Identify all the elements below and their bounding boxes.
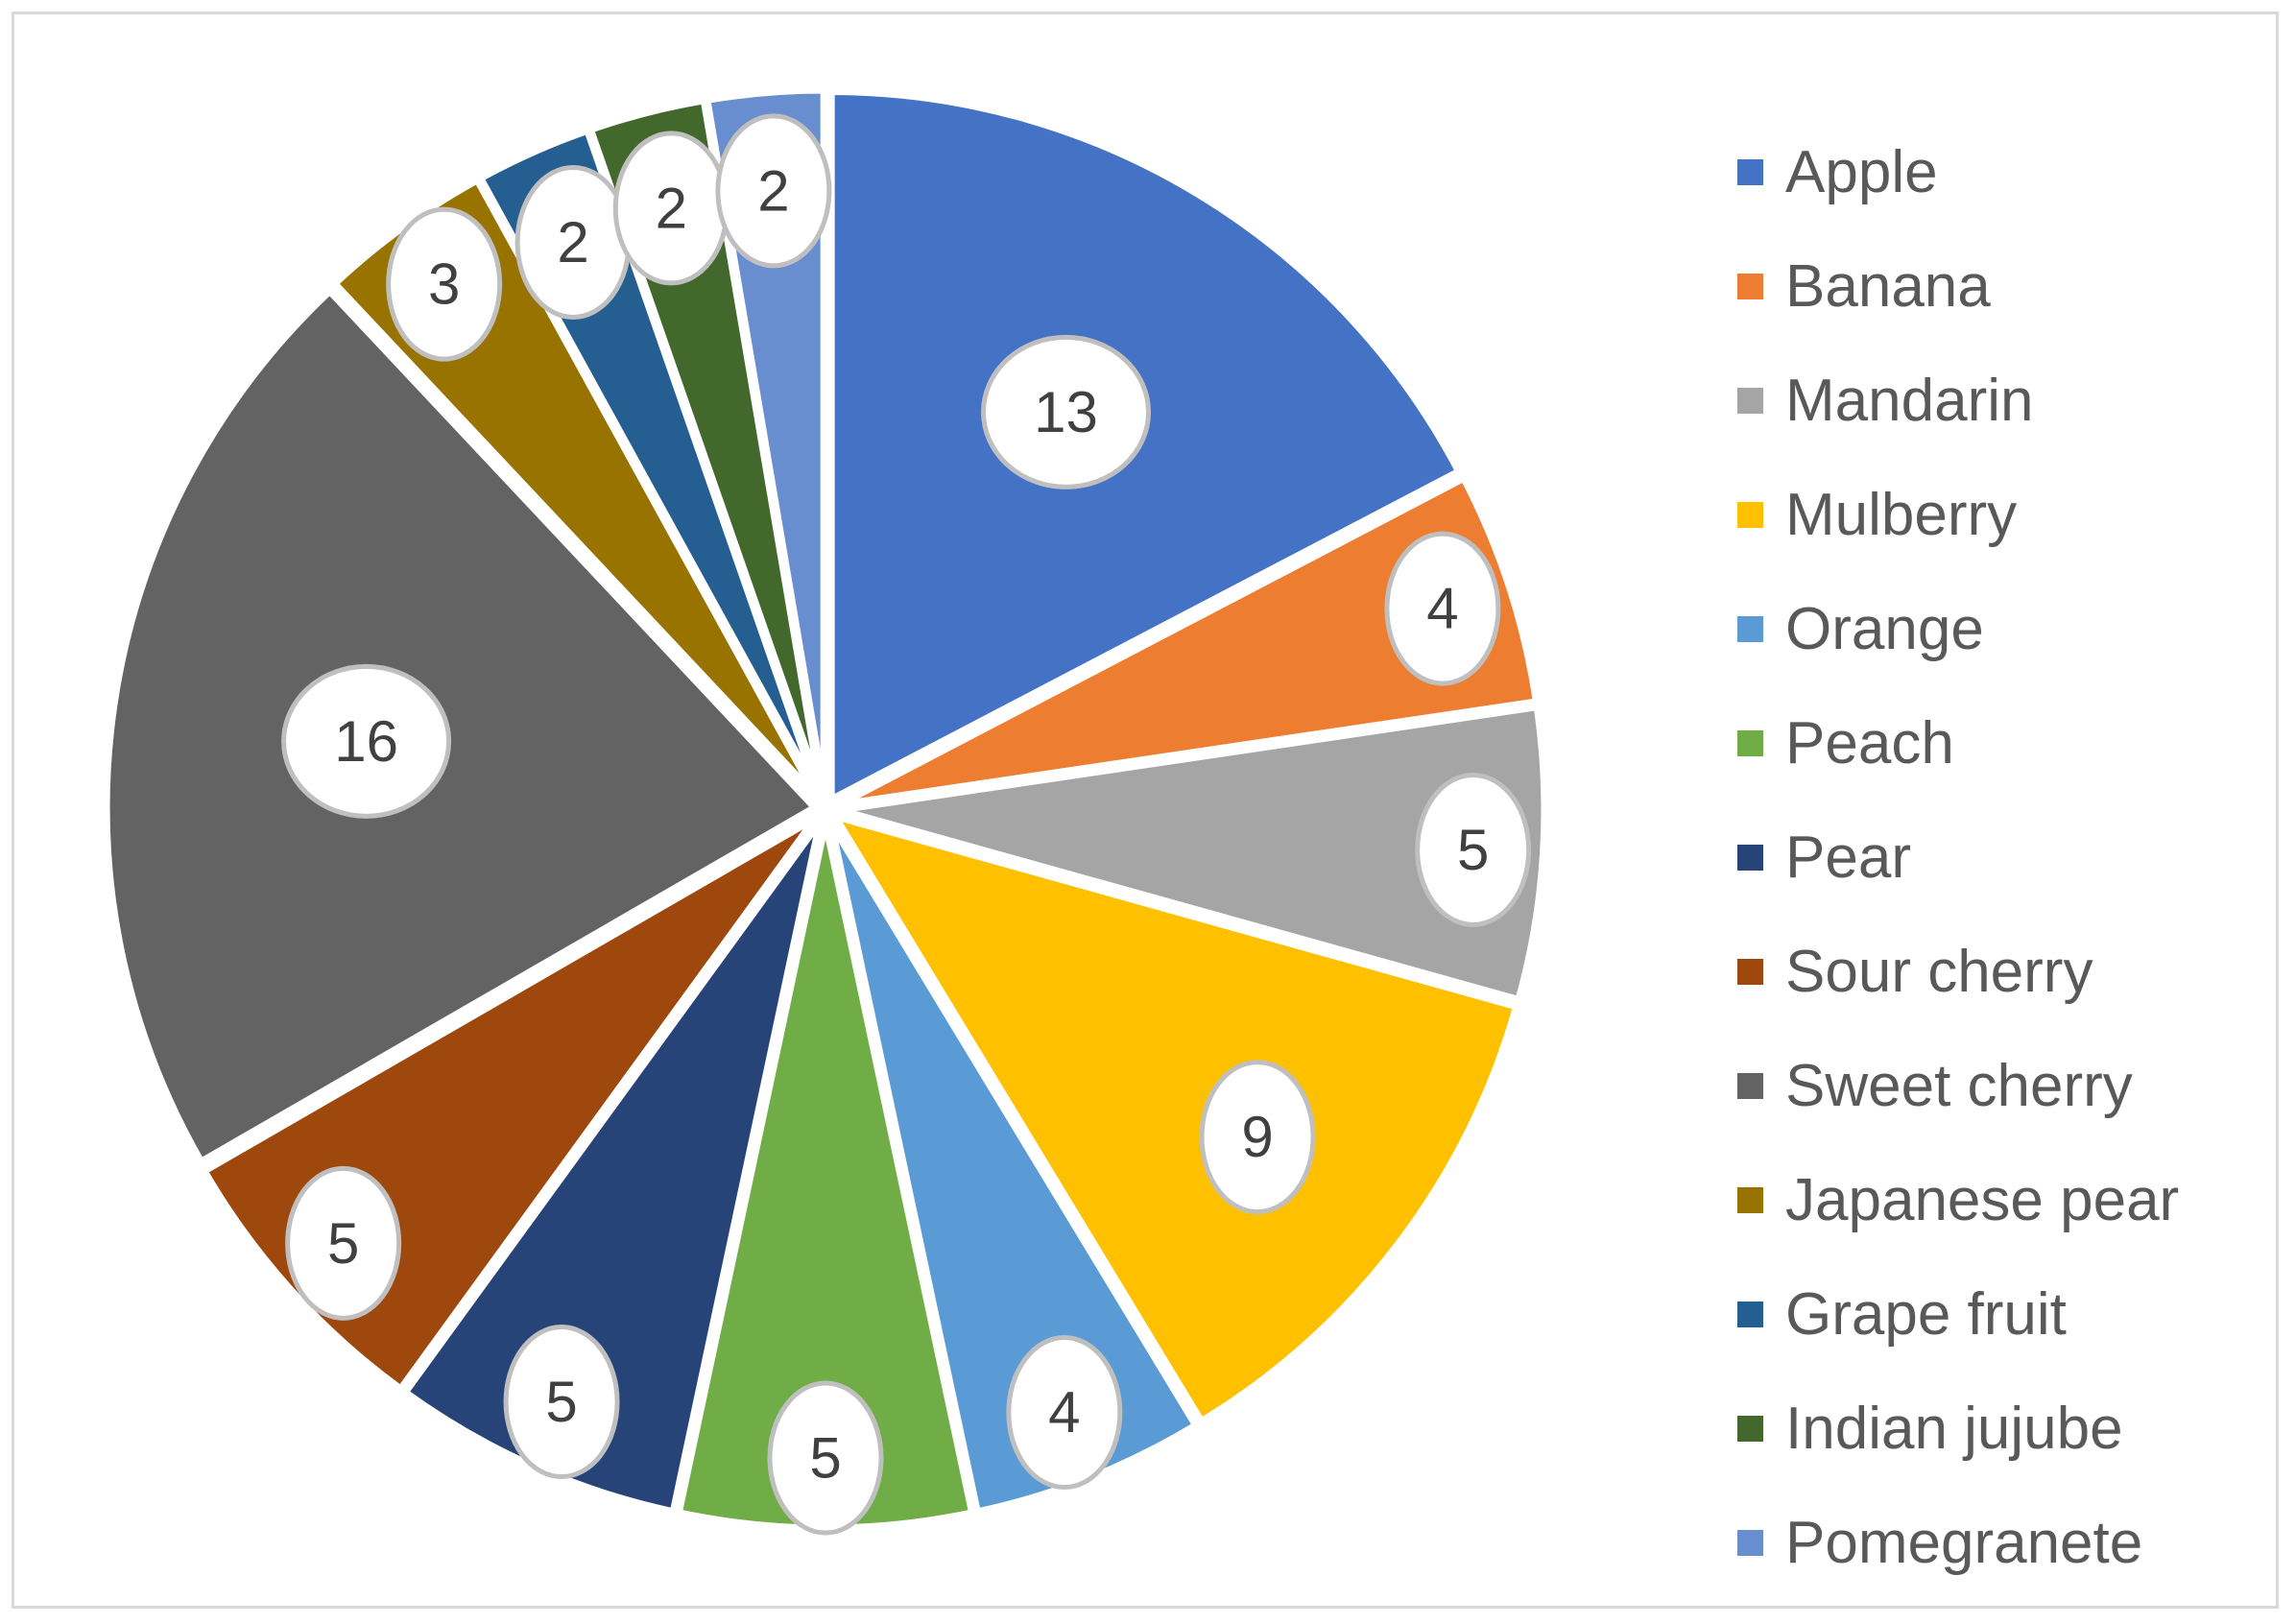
- data-label-value: 9: [1241, 1105, 1273, 1169]
- legend-label: Indian jujube: [1785, 1395, 2123, 1462]
- data-label-bubble: [281, 663, 452, 819]
- legend-label: Peach: [1785, 709, 1954, 776]
- data-label-value: 4: [1048, 1380, 1080, 1445]
- legend-swatch: [1737, 502, 1763, 528]
- data-label-bubble: [285, 1165, 402, 1321]
- data-label-sweet-cherry: 16: [281, 663, 452, 819]
- data-label-sour-cherry: 5: [285, 1165, 402, 1321]
- pie-slice-banana: [830, 472, 1543, 811]
- legend-label: Orange: [1785, 595, 1984, 662]
- data-label-value: 13: [1034, 380, 1098, 444]
- legend-swatch: [1737, 1416, 1763, 1442]
- data-label-bubble: [1415, 772, 1532, 927]
- legend-item-grape-fruit: Grape fruit: [1737, 1257, 2179, 1372]
- legend-item-mulberry: Mulberry: [1737, 458, 2179, 572]
- legend-label: Mandarin: [1785, 367, 2034, 434]
- legend-swatch: [1737, 388, 1763, 414]
- legend-swatch: [1737, 959, 1763, 985]
- legend-swatch: [1737, 1073, 1763, 1099]
- data-label-pear: 5: [503, 1325, 620, 1480]
- legend-item-sweet-cherry: Sweet cherry: [1737, 1029, 2179, 1143]
- legend-item-banana: Banana: [1737, 229, 2179, 344]
- data-label-bubble: [386, 206, 503, 362]
- legend-label: Banana: [1785, 252, 1991, 320]
- data-label-japanese-pear: 3: [386, 206, 503, 362]
- legend-swatch: [1737, 274, 1763, 299]
- data-label-value: 2: [557, 210, 588, 275]
- data-label-bubble: [1006, 1335, 1123, 1491]
- legend-item-mandarin: Mandarin: [1737, 344, 2179, 458]
- legend-item-apple: Apple: [1737, 115, 2179, 229]
- legend-label: Sour cherry: [1785, 938, 2093, 1005]
- legend-label: Apple: [1785, 138, 1938, 205]
- data-label-value: 5: [809, 1426, 841, 1491]
- data-label-bubble: [767, 1380, 884, 1536]
- chart-area: 13 4 5 9 4 5 5 5 16 3 2 2 2 Apple Banana Mandarin Mulbe…: [12, 12, 2279, 1609]
- data-label-bubble: [981, 334, 1152, 490]
- legend-swatch: [1737, 845, 1763, 871]
- legend-label: Mulberry: [1785, 481, 2018, 548]
- pie-slice-pomegranete: [702, 84, 829, 804]
- data-label-value: 16: [334, 709, 398, 774]
- legend-swatch: [1737, 730, 1763, 756]
- legend-item-peach: Peach: [1737, 686, 2179, 800]
- legend-label: Sweet cherry: [1785, 1052, 2133, 1119]
- data-label-grape-fruit: 2: [514, 164, 632, 320]
- legend-item-indian-jujube: Indian jujube: [1737, 1372, 2179, 1486]
- legend-item-pear: Pear: [1737, 800, 2179, 915]
- legend-swatch: [1737, 159, 1763, 185]
- pie-chart: 13 4 5 9 4 5 5 5 16 3 2 2 2: [101, 84, 1550, 1536]
- legend-item-japanese-pear: Japanese pear: [1737, 1143, 2179, 1257]
- data-label-orange: 4: [1006, 1335, 1123, 1491]
- data-label-mulberry: 9: [1199, 1060, 1316, 1215]
- legend-swatch: [1737, 616, 1763, 642]
- data-label-value: 5: [1457, 818, 1489, 882]
- data-label-bubble: [1199, 1060, 1316, 1215]
- data-label-value: 2: [656, 176, 687, 240]
- pie-slice-mandarin: [830, 702, 1550, 1006]
- legend-item-orange: Orange: [1737, 572, 2179, 686]
- legend-item-sour-cherry: Sour cherry: [1737, 915, 2179, 1029]
- pie-slice-mulberry: [828, 810, 1522, 1427]
- data-label-bubble: [715, 113, 832, 269]
- data-label-pomegranete: 2: [715, 113, 832, 269]
- pie-slice-sweet-cherry: [101, 285, 821, 1168]
- legend-swatch: [1737, 1530, 1763, 1556]
- data-label-apple: 13: [981, 334, 1152, 490]
- legend-label: Pomegranete: [1785, 1509, 2143, 1576]
- data-label-value: 5: [545, 1370, 577, 1434]
- legend-swatch: [1737, 1187, 1763, 1213]
- legend: Apple Banana Mandarin Mulberry Orange Peach Pe…: [1737, 115, 2179, 1600]
- data-label-mandarin: 5: [1415, 772, 1532, 927]
- data-label-value: 5: [327, 1211, 359, 1276]
- pie-slice-apple: [825, 85, 1465, 805]
- legend-label: Grape fruit: [1785, 1280, 2067, 1348]
- legend-label: Japanese pear: [1785, 1166, 2180, 1233]
- data-label-value: 3: [428, 252, 460, 317]
- data-label-peach: 5: [767, 1380, 884, 1536]
- legend-swatch: [1737, 1302, 1763, 1327]
- data-label-bubble: [1384, 531, 1501, 686]
- data-label-indian-jujube: 2: [612, 131, 729, 286]
- data-label-bubble: [503, 1325, 620, 1480]
- data-label-value: 4: [1426, 577, 1458, 641]
- data-label-banana: 4: [1384, 531, 1501, 686]
- legend-label: Pear: [1785, 824, 1911, 891]
- legend-item-pomegranete: Pomegranete: [1737, 1486, 2179, 1600]
- data-label-value: 2: [757, 158, 789, 223]
